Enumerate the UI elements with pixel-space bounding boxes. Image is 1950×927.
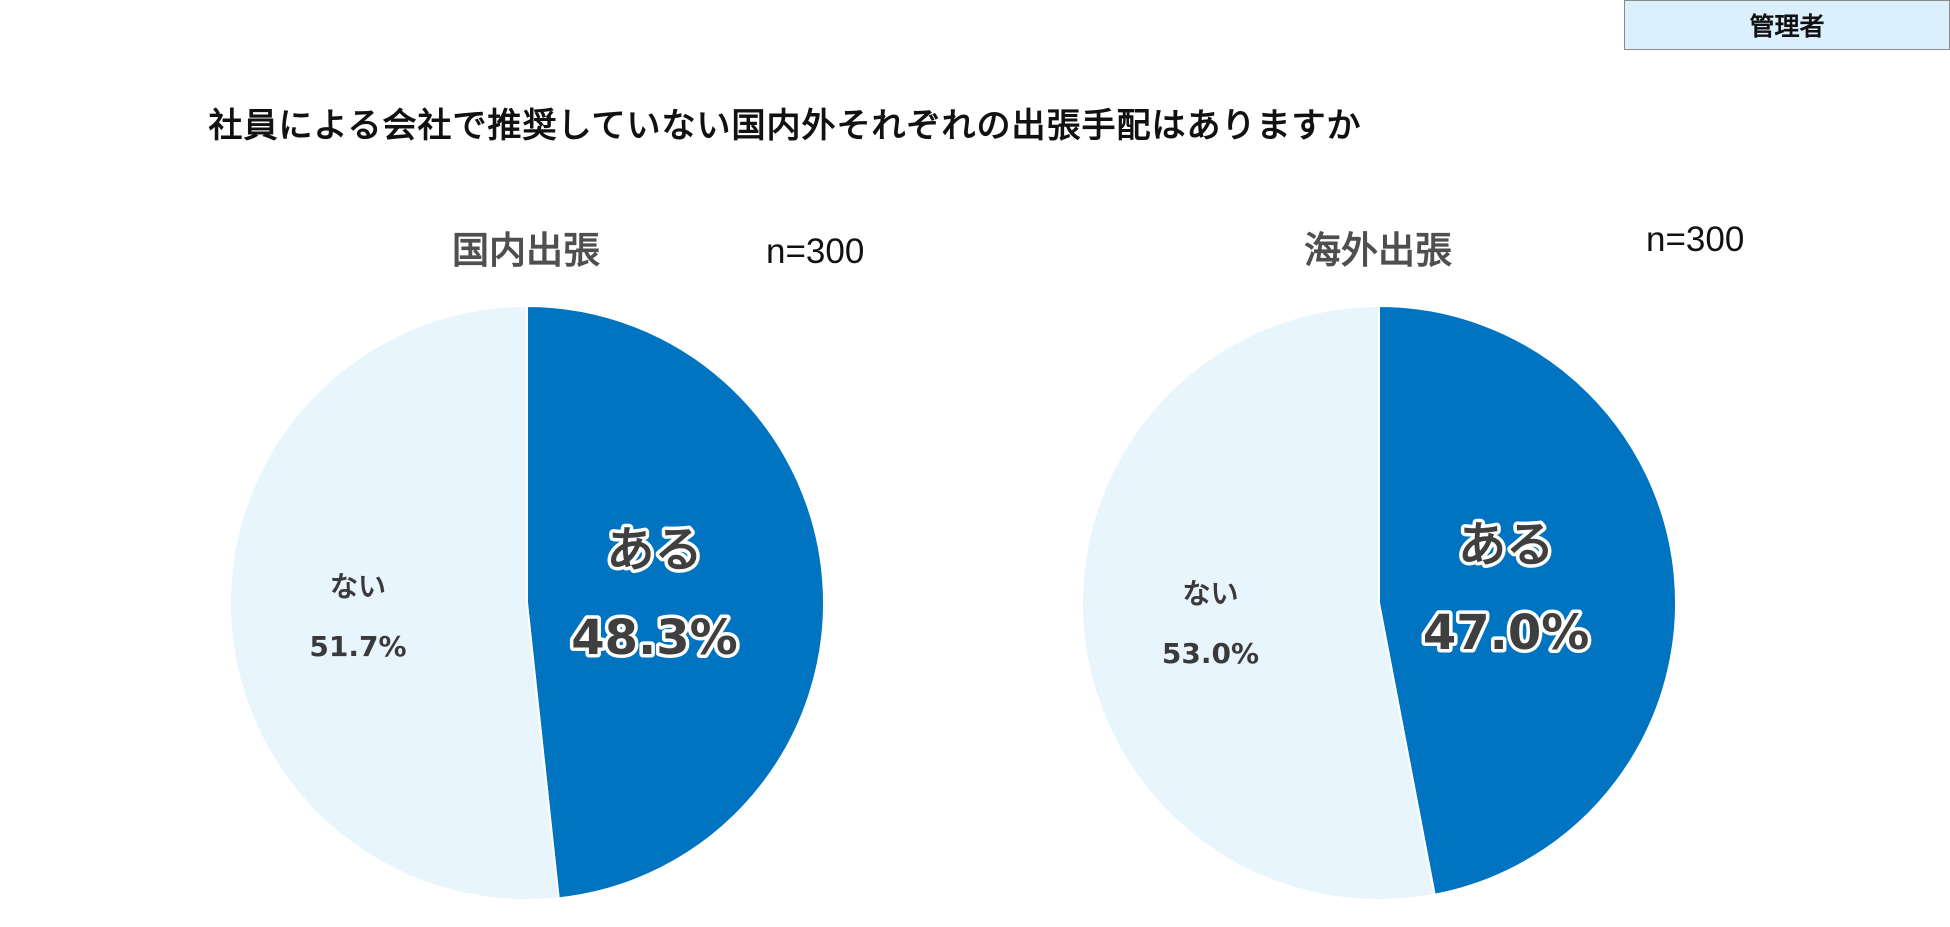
pie-2-label-nai-name: ない [1182, 577, 1238, 610]
pie-1-n-label: n=300 [766, 232, 865, 271]
pie-1-slice-nai [229, 304, 560, 901]
pie-2-label-aru-name: ある [1458, 517, 1554, 573]
pie-1-slice-aru [526, 304, 825, 900]
pie-2-label-nai-value: 53.0% [1162, 637, 1259, 670]
pie-2-n-label: n=300 [1646, 220, 1745, 259]
pie-1-label-aru-value: 48.3% [571, 610, 738, 666]
pie-2-slice-nai [1081, 304, 1436, 901]
pie-1-label-nai-name: ない [330, 570, 386, 603]
pie-2-slice-aru [1378, 304, 1677, 896]
respondent-badge: 管理者 [1624, 0, 1950, 50]
pie-2-label-aru-value: 47.0% [1423, 605, 1590, 661]
pie-1-label-aru-name: ある [607, 522, 703, 578]
pie-1-label-nai-value: 51.7% [309, 630, 406, 663]
pie-2-title: 海外出張 [1304, 229, 1452, 272]
pie-1-title: 国内出張 [452, 229, 600, 272]
main-title: 社員による会社で推奨していない国内外それぞれの出張手配はありますか [208, 106, 1362, 146]
